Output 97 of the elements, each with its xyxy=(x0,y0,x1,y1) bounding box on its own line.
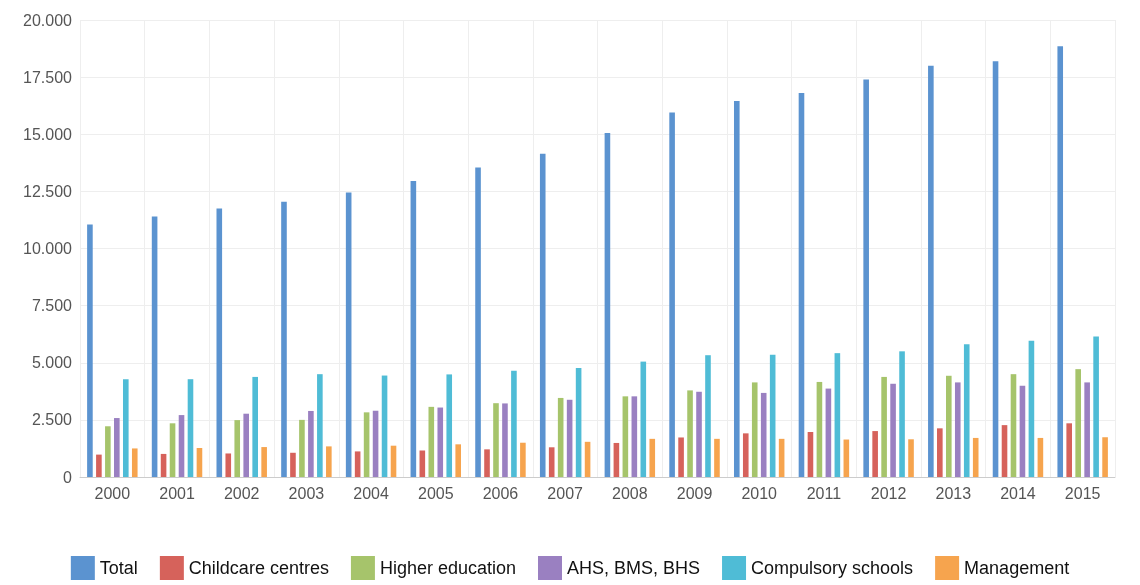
bar xyxy=(484,449,490,477)
bar xyxy=(281,201,287,477)
bar xyxy=(1057,46,1064,477)
bar xyxy=(622,396,629,477)
x-tick-label: 2014 xyxy=(1000,484,1036,502)
bar xyxy=(963,344,970,477)
bar xyxy=(908,439,914,477)
x-tick-label: 2011 xyxy=(806,484,842,502)
bar xyxy=(937,428,943,477)
y-tick-label: 7.500 xyxy=(31,297,73,315)
bar xyxy=(308,410,314,477)
x-tick-label: 2010 xyxy=(741,484,778,502)
bar xyxy=(1084,382,1090,477)
bar xyxy=(881,376,887,477)
bar xyxy=(419,450,426,477)
bar xyxy=(123,379,129,477)
y-tick-label: 17.500 xyxy=(23,68,73,86)
x-tick-label: 2013 xyxy=(935,484,972,502)
bar xyxy=(714,438,720,477)
bar xyxy=(945,375,952,477)
bar xyxy=(548,447,555,477)
bar xyxy=(669,112,675,477)
bar xyxy=(252,376,258,477)
x-tick-label: 2005 xyxy=(417,484,454,502)
y-tick-label: 10.000 xyxy=(23,240,73,257)
bar xyxy=(243,413,250,477)
bar xyxy=(354,451,361,477)
bar xyxy=(1102,437,1108,477)
x-tick-label: 2008 xyxy=(612,484,648,502)
x-tick-label: 2012 xyxy=(870,484,907,502)
bar xyxy=(742,433,749,477)
bar xyxy=(520,442,526,477)
legend-label: Total xyxy=(99,558,138,578)
bar xyxy=(446,374,453,477)
bar xyxy=(87,224,93,477)
bar xyxy=(760,392,767,477)
legend-label: Higher education xyxy=(379,558,517,578)
bar xyxy=(299,419,305,477)
x-tick-label: 2002 xyxy=(223,484,260,502)
y-tick-label: 0 xyxy=(63,468,73,486)
bar xyxy=(539,153,546,477)
bar xyxy=(363,412,370,477)
y-tick-label: 2.500 xyxy=(31,411,73,429)
y-tick-label: 5.000 xyxy=(31,354,73,372)
bar xyxy=(872,431,878,477)
bar xyxy=(928,65,934,477)
bar xyxy=(216,208,223,477)
bar xyxy=(105,426,111,477)
bar xyxy=(169,423,176,477)
legend-label: Childcare centres xyxy=(188,558,329,578)
bar xyxy=(475,167,481,477)
bar xyxy=(1093,336,1099,477)
bar xyxy=(428,406,435,477)
legend-label: Compulsory schools xyxy=(751,558,914,578)
bar xyxy=(225,453,232,477)
legend-label: AHS, BMS, BHS xyxy=(567,558,701,578)
bar xyxy=(96,454,102,477)
bar xyxy=(640,361,647,477)
y-tick-label: 15.000 xyxy=(23,125,73,143)
x-tick-label: 2009 xyxy=(676,484,713,502)
bar xyxy=(1066,423,1072,477)
bar xyxy=(890,383,896,477)
bar xyxy=(678,437,684,477)
bar xyxy=(261,447,267,477)
bar xyxy=(863,79,869,477)
bar xyxy=(114,418,120,477)
bar xyxy=(954,382,961,477)
x-tick-label: 2000 xyxy=(94,484,131,502)
bar xyxy=(511,370,517,477)
y-tick-label: 12.500 xyxy=(23,182,73,200)
x-tick-label: 2003 xyxy=(288,484,325,502)
bar xyxy=(1075,369,1081,477)
bar xyxy=(234,420,241,477)
bar xyxy=(751,382,758,477)
bar xyxy=(631,396,638,477)
bar xyxy=(131,448,138,477)
x-tick-label: 2007 xyxy=(547,484,584,502)
y-tick-label: 20.000 xyxy=(23,11,73,29)
bar xyxy=(696,391,702,477)
x-tick-label: 2004 xyxy=(353,484,389,502)
legend-label: Management xyxy=(964,558,1070,578)
x-tick-label: 2001 xyxy=(159,484,195,502)
bar xyxy=(502,403,508,477)
bar xyxy=(899,351,905,477)
bar xyxy=(493,403,499,477)
bar xyxy=(326,446,332,477)
x-tick-label: 2015 xyxy=(1064,484,1101,502)
bar xyxy=(733,101,740,477)
bar xyxy=(317,374,323,477)
bar xyxy=(649,438,656,477)
bar xyxy=(437,407,444,477)
bar xyxy=(455,444,462,477)
bar xyxy=(972,437,979,477)
bar xyxy=(687,390,693,477)
bar xyxy=(705,355,711,477)
bar xyxy=(290,452,296,477)
x-tick-label: 2006 xyxy=(482,484,519,502)
